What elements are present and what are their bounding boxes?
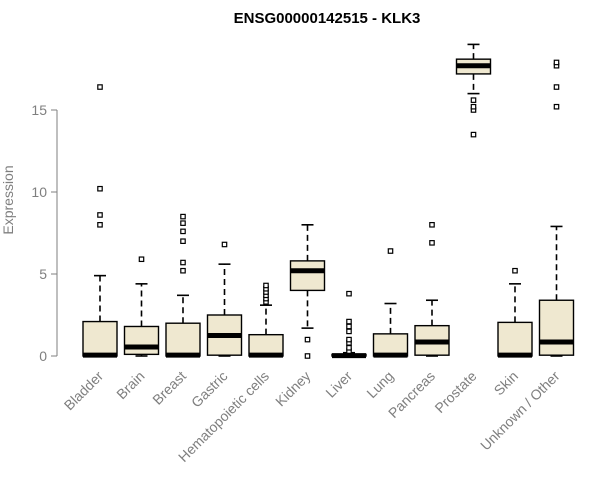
outlier-point bbox=[304, 336, 311, 343]
iqr-box bbox=[289, 260, 326, 292]
outlier-point bbox=[553, 59, 560, 66]
iqr-box bbox=[372, 333, 409, 357]
outlier-point bbox=[180, 238, 186, 245]
iqr-box bbox=[165, 322, 201, 357]
outlier-point bbox=[553, 84, 560, 90]
x-tick-label-prostate: Prostate bbox=[431, 368, 479, 416]
iqr-box bbox=[538, 299, 575, 356]
outlier-point bbox=[180, 267, 186, 274]
outlier-point bbox=[346, 323, 352, 330]
outlier-point bbox=[470, 131, 477, 138]
x-tick-label-bladder: Bladder bbox=[61, 368, 107, 414]
outlier-point bbox=[346, 345, 352, 351]
outlier-point bbox=[97, 84, 103, 90]
outlier-point bbox=[470, 103, 477, 110]
y-axis: 0 5 10 15 bbox=[31, 102, 58, 364]
outlier-point bbox=[180, 220, 186, 226]
outlier-point bbox=[304, 353, 311, 359]
outlier-point bbox=[97, 212, 103, 218]
boxes-group bbox=[82, 43, 575, 359]
outlier-point bbox=[346, 336, 352, 343]
outlier-point bbox=[387, 248, 394, 254]
chart-title: ENSG00000142515 - KLK3 bbox=[234, 10, 421, 27]
outlier-point bbox=[263, 282, 269, 289]
outlier-point bbox=[346, 328, 352, 335]
outlier-point bbox=[97, 222, 103, 228]
iqr-box bbox=[497, 321, 533, 357]
x-tick-label-breast: Breast bbox=[149, 368, 189, 408]
box-liver bbox=[331, 290, 367, 359]
y-tick-label: 10 bbox=[31, 184, 47, 200]
box-hematopoietic-cells bbox=[248, 282, 284, 358]
iqr-box bbox=[123, 325, 160, 356]
y-tick-label: 0 bbox=[39, 348, 47, 364]
outlier-point bbox=[180, 259, 186, 266]
outlier-point bbox=[429, 222, 435, 228]
iqr-box bbox=[82, 320, 118, 357]
box-lung bbox=[372, 248, 409, 358]
outlier-point bbox=[221, 241, 228, 248]
box-unknown-other bbox=[538, 59, 575, 357]
y-tick-label: 5 bbox=[39, 266, 47, 282]
box-brain bbox=[123, 256, 160, 357]
x-tick-label-liver: Liver bbox=[322, 368, 355, 401]
outlier-point bbox=[429, 240, 435, 246]
x-tick-label-kidney: Kidney bbox=[272, 368, 314, 410]
outlier-point bbox=[180, 213, 186, 220]
box-gastric bbox=[206, 241, 243, 357]
outlier-point bbox=[553, 103, 560, 110]
outlier-point bbox=[346, 318, 352, 325]
box-kidney bbox=[289, 224, 326, 359]
outlier-point bbox=[180, 228, 186, 235]
outlier-point bbox=[512, 267, 518, 274]
y-tick-label: 15 bbox=[31, 102, 47, 118]
box-prostate bbox=[455, 43, 492, 138]
outlier-point bbox=[97, 185, 103, 192]
x-tick-label-unknown-other: Unknown / Other bbox=[477, 368, 563, 454]
box-breast bbox=[165, 213, 201, 358]
y-axis-label: Expression bbox=[0, 165, 16, 234]
x-tick-label-skin: Skin bbox=[491, 368, 522, 399]
box-skin bbox=[497, 267, 533, 358]
outlier-point bbox=[470, 97, 477, 103]
x-tick-label-lung: Lung bbox=[363, 368, 396, 401]
box-bladder bbox=[82, 84, 118, 358]
box-pancreas bbox=[414, 222, 450, 357]
outlier-point bbox=[138, 256, 145, 263]
outlier-point bbox=[346, 290, 352, 297]
x-tick-label-brain: Brain bbox=[113, 368, 147, 402]
